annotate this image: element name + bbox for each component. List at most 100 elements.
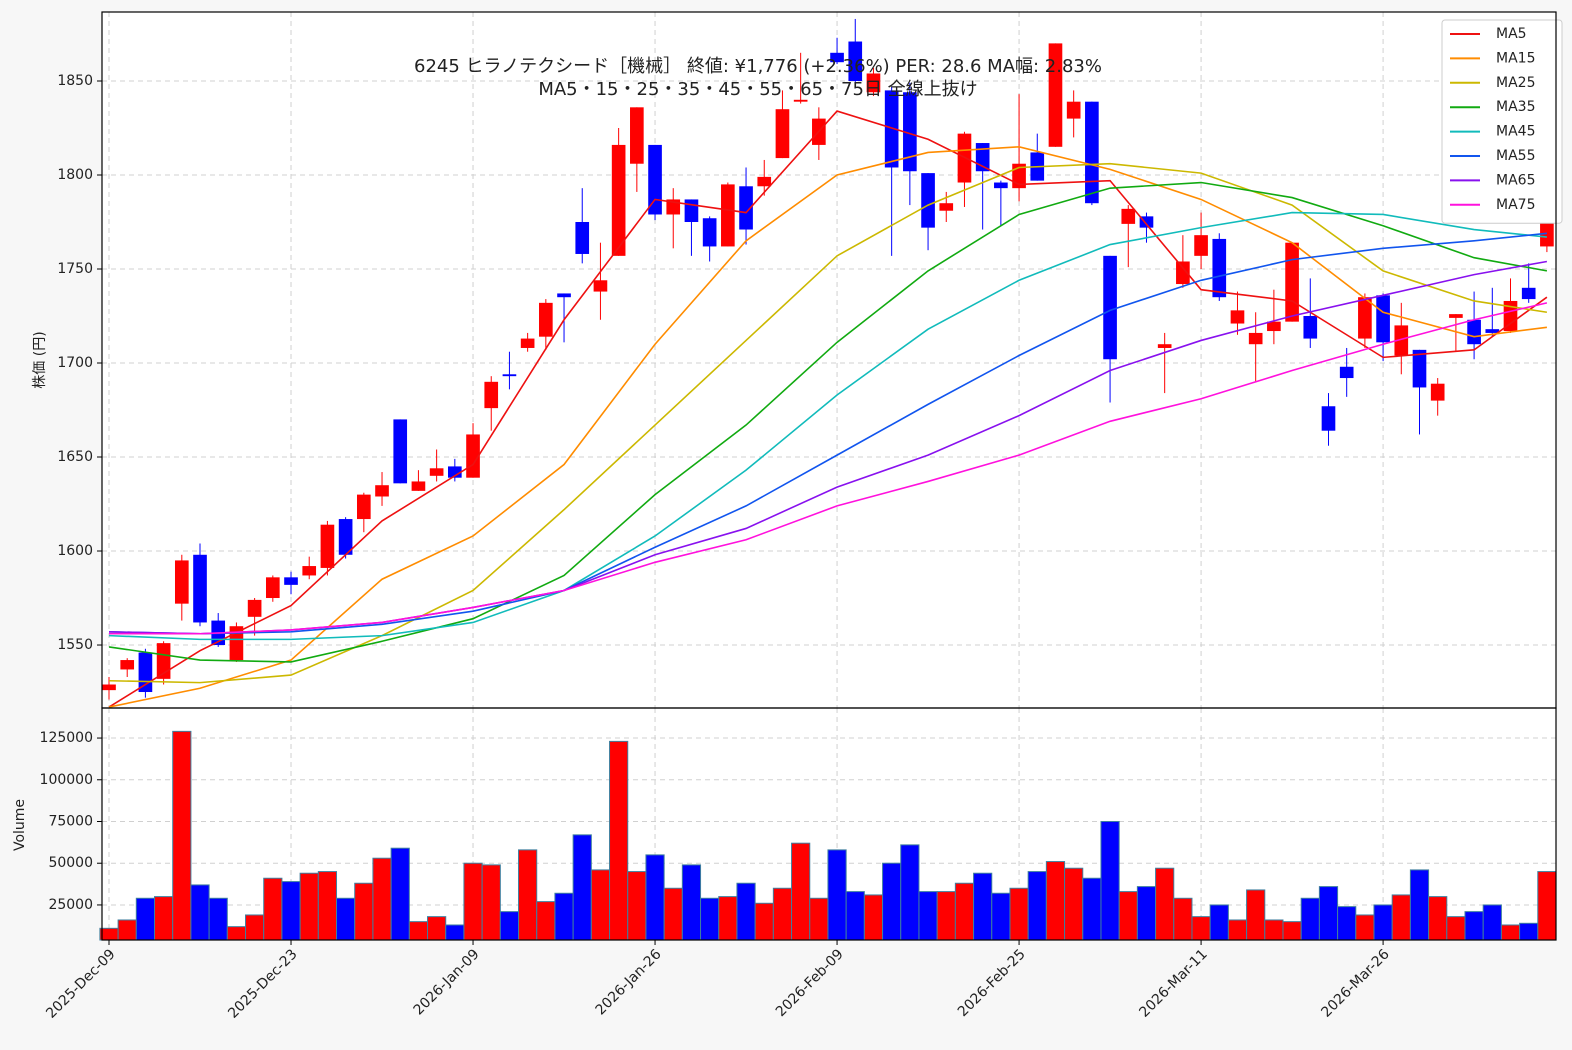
volume-bar (609, 740, 629, 941)
volume-bar (263, 877, 283, 941)
y-tick-label: 100000 (40, 772, 93, 788)
x-tick-label: 2026-Jan-09 (411, 946, 483, 1018)
volume-bar (281, 881, 301, 941)
legend-label: MA15 (1496, 50, 1535, 66)
candle-body (1103, 255, 1117, 360)
volume-bar (882, 862, 902, 941)
legend-label: MA5 (1496, 26, 1527, 42)
volume-bar (1173, 897, 1193, 941)
candle-body (684, 199, 699, 223)
volume-bar (1027, 871, 1047, 941)
candle-body (302, 566, 317, 576)
volume-bar (554, 892, 574, 941)
candle-body (320, 524, 335, 568)
candle-body (1085, 101, 1099, 204)
volume-bar (499, 911, 520, 941)
volume-bar (1373, 904, 1393, 941)
candle-body (156, 643, 171, 679)
chart-title: 6245 ヒラノテクシード［機械］ 終値: ¥1,776 (+2.36%) PE… (414, 56, 1102, 77)
volume-bar (1464, 911, 1484, 941)
volume-bar (1318, 886, 1339, 941)
plot-background (102, 12, 1556, 940)
volume-bar (627, 871, 647, 941)
candle-body (702, 218, 717, 247)
candle-body (502, 374, 517, 377)
volume-bar (791, 842, 811, 941)
volume-bar (354, 882, 374, 941)
candle-body (138, 652, 153, 693)
volume-bar (918, 891, 938, 941)
candle-body (1430, 383, 1445, 401)
volume-bar (1209, 904, 1229, 941)
volume-bar (863, 894, 884, 941)
volume-bar (973, 872, 993, 941)
y-tick-label: 75000 (48, 813, 93, 829)
candle-body (557, 293, 571, 298)
candle-body (1267, 321, 1281, 332)
volume-bar (1300, 897, 1320, 941)
volume-bar (1391, 894, 1411, 941)
candle-body (1248, 332, 1263, 345)
candle-body (1521, 287, 1536, 300)
candle-body (393, 419, 408, 484)
volume-bar (954, 882, 975, 941)
legend-box (1441, 19, 1563, 224)
volume-bar (1136, 886, 1157, 941)
volume-bar (663, 887, 683, 941)
x-tick-label: 2025-Dec-23 (225, 946, 300, 1021)
candle-body (1303, 316, 1318, 339)
y-tick-label: 25000 (48, 897, 93, 913)
candle-body (284, 577, 298, 585)
candle-body (575, 222, 590, 254)
candle-body (247, 599, 262, 617)
volume-bar (772, 887, 793, 941)
volume-bar (1519, 922, 1539, 941)
volume-bar (1155, 867, 1175, 941)
volume-bar (1064, 867, 1084, 941)
y-tick-label: 1850 (57, 73, 93, 89)
volume-bar (154, 896, 174, 941)
volume-bar (427, 916, 447, 941)
volume-bar (190, 884, 210, 941)
candle-body (1358, 297, 1372, 339)
y-tick-label: 50000 (48, 855, 93, 871)
volume-bar (827, 849, 847, 941)
candle-body (1485, 329, 1500, 333)
legend-label: MA65 (1496, 172, 1535, 188)
candle-body (484, 381, 499, 409)
candle-body (338, 519, 353, 555)
candle-body (611, 144, 626, 256)
volume-bar (390, 847, 410, 941)
volume-bar (1246, 889, 1266, 941)
volume-bar (1100, 820, 1120, 941)
candle-body (265, 577, 280, 599)
legend-label: MA75 (1496, 197, 1535, 213)
ma-line (109, 302, 1548, 635)
volume-bar (809, 897, 829, 941)
candle-body (102, 684, 116, 691)
volume-bar (1009, 887, 1029, 941)
candle-body (884, 90, 899, 168)
candle-body (921, 173, 935, 228)
y-tick-label: 125000 (40, 730, 93, 746)
volume-bar (299, 872, 319, 941)
candle-body (1467, 319, 1481, 345)
volume-bar (1118, 891, 1138, 941)
volume-bar (1446, 916, 1466, 941)
candle-body (1503, 300, 1518, 332)
volume-bar (1500, 924, 1521, 941)
candle-body (1339, 366, 1354, 379)
volume-bar (536, 901, 556, 941)
candle-body (739, 186, 753, 230)
volume-bar (1428, 896, 1448, 941)
candle-body (939, 203, 954, 211)
volume-bar (1082, 877, 1102, 941)
candle-body (775, 109, 790, 159)
candle-body (721, 184, 735, 247)
candle-body (1139, 216, 1154, 228)
volume-bar (936, 891, 956, 941)
volume-bar (736, 882, 756, 941)
candle-body (1394, 325, 1409, 356)
candle-body (866, 73, 881, 93)
volume-bar (463, 862, 483, 941)
